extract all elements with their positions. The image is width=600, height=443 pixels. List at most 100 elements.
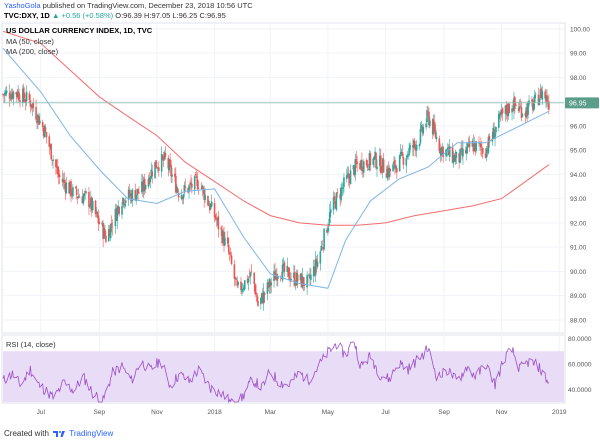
candle-body bbox=[425, 123, 427, 128]
candle-body bbox=[136, 188, 138, 196]
candle-body bbox=[287, 267, 290, 269]
tradingview-brand[interactable]: TradingView bbox=[69, 429, 114, 438]
candle-body bbox=[121, 206, 123, 215]
candle-body bbox=[29, 100, 32, 107]
candle-body bbox=[295, 272, 298, 286]
candle-body bbox=[36, 120, 38, 124]
ticker-line: TVC:DXY, 1D ▲ +0.56 (+0.58%) O:96.39 H:9… bbox=[4, 11, 564, 21]
candle-body bbox=[64, 183, 67, 192]
footer: Created with TradingView bbox=[4, 428, 113, 440]
candle-body bbox=[109, 223, 112, 239]
candle-body bbox=[180, 195, 183, 199]
candle-body bbox=[493, 129, 495, 140]
candle-body bbox=[288, 267, 290, 280]
candle-body bbox=[346, 173, 349, 176]
rsi-tick-label: 60.0000 bbox=[568, 361, 592, 368]
candle-body bbox=[12, 91, 15, 99]
candle-body bbox=[217, 216, 220, 230]
candle-body bbox=[124, 204, 126, 206]
candle-body bbox=[157, 167, 159, 169]
candle-body bbox=[141, 182, 144, 192]
candle-body bbox=[175, 187, 178, 193]
candle-body bbox=[495, 126, 497, 133]
candle-body bbox=[545, 95, 547, 100]
candle-body bbox=[214, 215, 217, 220]
candle-body bbox=[76, 196, 79, 198]
candle-body bbox=[320, 245, 323, 251]
candle-body bbox=[164, 153, 167, 157]
candle-body bbox=[299, 273, 302, 280]
candle-body bbox=[137, 188, 139, 194]
candle-body bbox=[236, 280, 239, 286]
candle-body bbox=[262, 291, 265, 304]
candle-body bbox=[486, 149, 489, 152]
candle-body bbox=[465, 147, 468, 154]
candle-body bbox=[275, 274, 277, 279]
candle-body bbox=[65, 182, 68, 194]
candle-body bbox=[68, 182, 70, 194]
candle-body bbox=[56, 166, 59, 175]
candle-body bbox=[432, 122, 435, 135]
candle-body bbox=[374, 151, 376, 158]
candle-body bbox=[471, 140, 474, 147]
time-tick-label: Jul bbox=[381, 409, 390, 416]
candle-body bbox=[32, 102, 35, 109]
candle-body bbox=[2, 94, 4, 95]
candle-body bbox=[407, 154, 409, 156]
candle-body bbox=[335, 192, 338, 210]
candle-body bbox=[207, 196, 209, 206]
candle-body bbox=[143, 178, 146, 190]
candle-body bbox=[546, 95, 548, 104]
candle-body bbox=[110, 223, 113, 225]
candle-body bbox=[131, 189, 134, 201]
candle-body bbox=[315, 258, 318, 266]
candle-body bbox=[461, 148, 463, 156]
candle-body bbox=[117, 206, 120, 210]
candle-body bbox=[35, 107, 37, 120]
candle-body bbox=[359, 163, 361, 170]
candle-body bbox=[308, 274, 310, 275]
price-tick-label: 88.00 bbox=[570, 317, 587, 324]
candle-body bbox=[44, 127, 47, 132]
candle-body bbox=[97, 215, 100, 224]
candle-body bbox=[201, 185, 204, 190]
candle-body bbox=[362, 169, 364, 172]
candle-body bbox=[399, 152, 402, 156]
ticker-label: TVC:DXY, 1D bbox=[4, 11, 50, 20]
candle-body bbox=[213, 202, 216, 217]
candle-body bbox=[328, 211, 331, 223]
candle-body bbox=[90, 197, 92, 207]
candle-body bbox=[515, 104, 517, 107]
candle-body bbox=[520, 107, 523, 119]
candle-body bbox=[517, 107, 520, 112]
candle-body bbox=[413, 140, 415, 149]
candle-body bbox=[177, 192, 180, 198]
candle-body bbox=[281, 264, 284, 281]
candle-body bbox=[188, 185, 190, 193]
candle-body bbox=[154, 162, 156, 179]
candle-body bbox=[194, 174, 197, 176]
candle-body bbox=[248, 276, 251, 278]
candle-body bbox=[101, 222, 103, 225]
author-link[interactable]: YashoGola bbox=[4, 1, 41, 10]
candle-body bbox=[5, 91, 7, 95]
candle-body bbox=[525, 107, 528, 118]
time-tick-label: 2018 bbox=[207, 409, 222, 416]
candle-body bbox=[400, 151, 403, 154]
candle-body bbox=[43, 125, 46, 138]
candle-body bbox=[150, 169, 153, 179]
candle-body bbox=[398, 155, 401, 172]
candle-body bbox=[290, 278, 292, 280]
candle-body bbox=[448, 146, 451, 157]
candle-body bbox=[452, 154, 455, 164]
time-tick-label: Mar bbox=[265, 409, 277, 416]
candle-body bbox=[220, 227, 222, 230]
candle-body bbox=[379, 155, 381, 166]
candle-body bbox=[329, 209, 332, 213]
candle-body bbox=[30, 104, 33, 108]
candle-body bbox=[138, 192, 140, 194]
candle-body bbox=[226, 237, 229, 244]
candle-body bbox=[111, 226, 114, 228]
candle-body bbox=[5, 90, 8, 93]
